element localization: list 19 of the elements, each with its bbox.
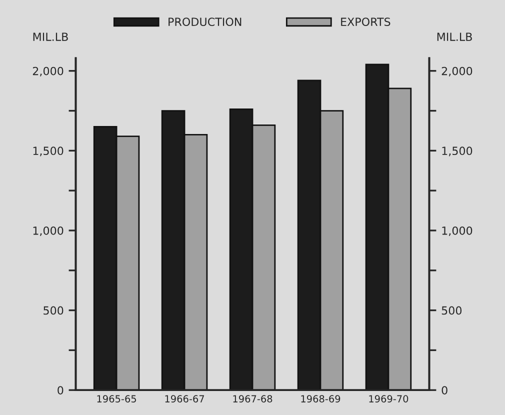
y-axis-title: MIL.LB — [33, 32, 68, 41]
legend-label: EXPORTS — [341, 18, 390, 26]
x-tick-label: 1966-67 — [165, 395, 204, 402]
x-tick-label: 1967-68 — [233, 395, 272, 402]
y-tick-label: 1,000 — [33, 226, 64, 236]
y2-tick-label: 0 — [442, 386, 448, 394]
y-tick-label: 2,000 — [32, 66, 64, 76]
x-tick-label: 1968-69 — [301, 395, 340, 402]
legend-label: PRODUCTION — [168, 18, 242, 26]
y2-tick-label: 500 — [442, 306, 462, 315]
x-tick-label: 1969-70 — [369, 395, 408, 402]
y2-axis-title: MIL.LB — [437, 32, 472, 41]
y2-tick-label: 1,000 — [442, 226, 472, 236]
y-tick-label: 1,500 — [33, 146, 64, 156]
y2-tick-label: 2,000 — [442, 66, 472, 76]
x-tick-label: 1965-65 — [97, 395, 136, 402]
y-tick-label: 500 — [44, 306, 64, 315]
y2-tick-label: 1,500 — [442, 146, 472, 156]
y-tick-label: 0 — [58, 386, 64, 394]
